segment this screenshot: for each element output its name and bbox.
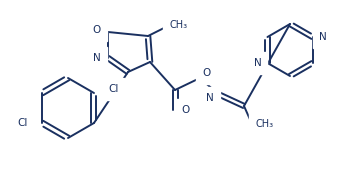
Text: CH₃: CH₃ (255, 119, 273, 129)
Text: Cl: Cl (108, 84, 118, 94)
Text: N: N (319, 32, 326, 42)
Text: N: N (254, 58, 262, 68)
Text: CH₃: CH₃ (169, 20, 187, 30)
Text: Cl: Cl (18, 118, 28, 128)
Text: O: O (93, 25, 101, 35)
Text: N: N (206, 93, 214, 103)
Text: O: O (181, 105, 189, 115)
Text: N: N (93, 53, 101, 63)
Text: O: O (202, 68, 210, 78)
